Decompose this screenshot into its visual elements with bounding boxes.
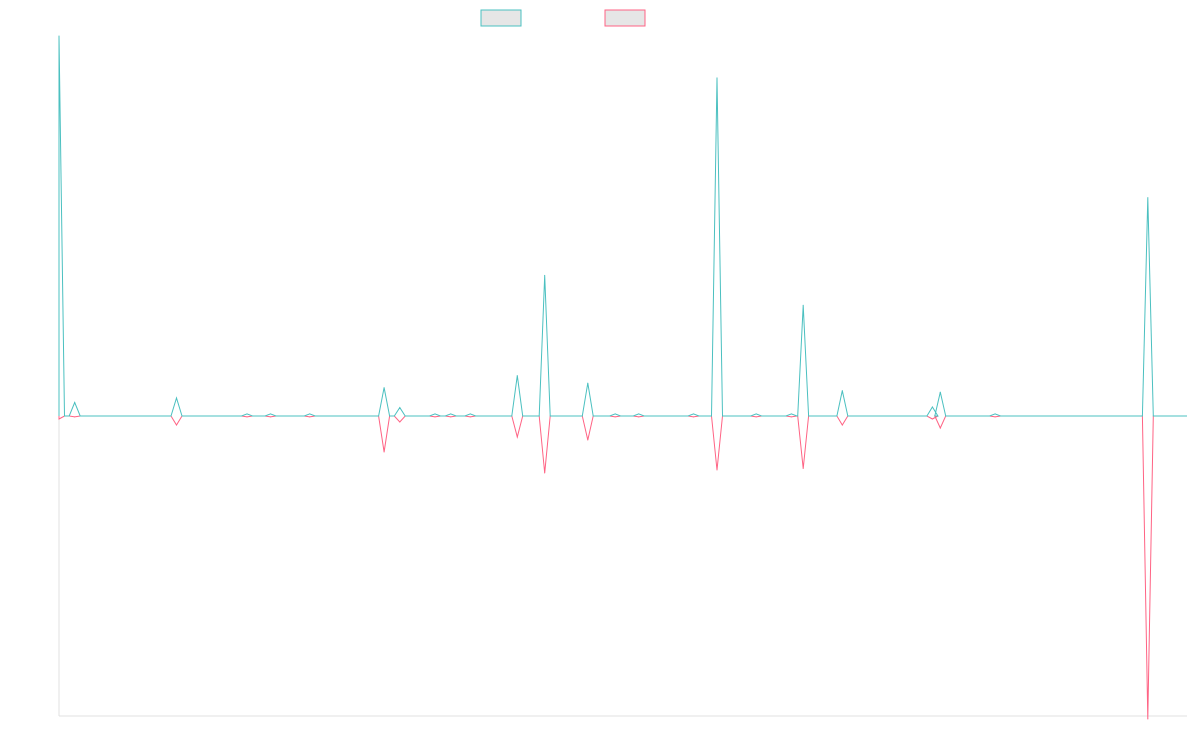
series-b-line (58, 415, 1187, 720)
series-a-point (931, 406, 933, 408)
series-a-point (638, 413, 640, 415)
series-b-point (58, 418, 60, 420)
series-b-point (802, 468, 804, 469)
series-a-point (383, 387, 385, 389)
series-b-point (638, 416, 640, 418)
series-a-point (994, 413, 996, 415)
series-b-point (176, 424, 177, 426)
legend-swatch-series-b[interactable] (604, 9, 646, 27)
series-b-point (1147, 718, 1149, 720)
series-b-point (755, 416, 757, 418)
series-a-point (614, 413, 616, 415)
series-a-point (544, 274, 546, 276)
series-a-point (399, 407, 401, 409)
series-b-point (270, 416, 271, 418)
series-b-point (587, 439, 589, 441)
series-a-point (434, 413, 436, 415)
series-a-point (939, 391, 941, 393)
series-a-point (270, 413, 271, 415)
series-b-point (434, 416, 436, 418)
series-b-point (790, 416, 792, 418)
series-b-point (939, 427, 941, 429)
series-a-point (246, 413, 248, 415)
series-a-point (790, 413, 792, 415)
legend (480, 9, 646, 27)
series-b-point (544, 472, 546, 474)
legend-swatch-series-a[interactable] (480, 9, 522, 27)
series-b-point (931, 418, 933, 420)
series-b-point (246, 416, 248, 418)
series-a-point (74, 402, 76, 404)
series-a-point (1147, 197, 1149, 199)
series-a-point (841, 390, 843, 392)
series-b-point (469, 416, 471, 418)
series-a-point (450, 413, 452, 415)
series-b-point (716, 469, 718, 471)
series-a-point (516, 375, 518, 377)
series-b-point (74, 416, 76, 418)
series-b-point (614, 416, 616, 418)
series-a-point (693, 413, 694, 415)
series-b-point (841, 424, 843, 426)
series-a-line (58, 35, 1187, 417)
axes (58, 36, 1187, 717)
series-b-point (994, 416, 996, 418)
series-b-point (450, 416, 452, 418)
plot-area (58, 35, 1187, 720)
series-a-point (716, 77, 718, 79)
series-a-point (176, 397, 177, 399)
series-b-point (516, 436, 518, 438)
series-b-point (309, 416, 311, 418)
series-a-point (469, 413, 471, 415)
series-a-point (587, 382, 589, 384)
series-a-point (309, 413, 311, 415)
series-b-point (399, 421, 401, 423)
series-b-point (693, 416, 694, 418)
series-a-point (755, 413, 757, 415)
series-a-point (58, 35, 60, 37)
series-b-point (383, 451, 385, 453)
series-a-point (802, 304, 804, 306)
